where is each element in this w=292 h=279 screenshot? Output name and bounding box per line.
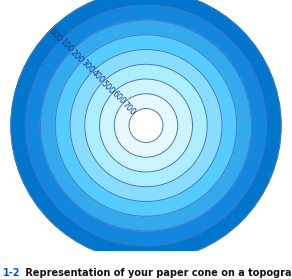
Circle shape bbox=[114, 94, 178, 157]
Text: 300: 300 bbox=[79, 58, 95, 75]
Text: 100: 100 bbox=[58, 37, 75, 54]
Circle shape bbox=[11, 0, 281, 261]
Circle shape bbox=[26, 5, 266, 246]
Circle shape bbox=[70, 49, 222, 201]
Text: 700: 700 bbox=[120, 100, 137, 117]
Text: 200: 200 bbox=[68, 48, 85, 65]
Circle shape bbox=[41, 20, 251, 231]
Circle shape bbox=[85, 64, 207, 187]
Circle shape bbox=[55, 35, 237, 216]
Text: 600: 600 bbox=[110, 89, 127, 106]
Text: 500: 500 bbox=[99, 79, 117, 96]
Text: 400: 400 bbox=[89, 68, 106, 85]
Circle shape bbox=[129, 109, 163, 143]
Text: Representation of your paper cone on a topographic map.: Representation of your paper cone on a t… bbox=[22, 268, 292, 278]
Text: 000: 000 bbox=[47, 27, 64, 44]
Circle shape bbox=[100, 79, 192, 172]
Text: 1-2: 1-2 bbox=[3, 268, 20, 278]
